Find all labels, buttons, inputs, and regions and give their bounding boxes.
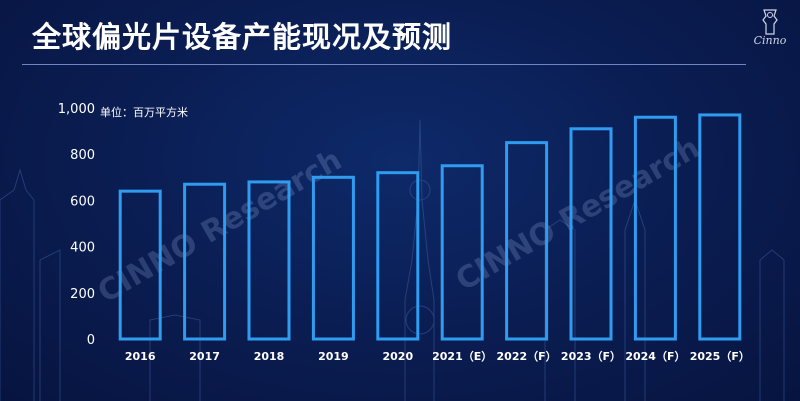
x-tick-label: 2019 — [318, 350, 349, 363]
bar — [183, 182, 227, 341]
bar — [247, 180, 291, 341]
bar — [698, 113, 742, 341]
x-tick-label: 2017 — [189, 350, 220, 363]
x-tick-label: 2024（F） — [625, 350, 685, 363]
y-tick-label: 0 — [87, 333, 95, 348]
y-tick-label: 600 — [70, 194, 95, 209]
bar — [569, 127, 613, 341]
y-tick-label: 400 — [70, 241, 95, 256]
x-tick-label: 2021（E） — [432, 350, 492, 363]
bar — [440, 164, 484, 341]
chart-unit-label: 单位：百万平方米 — [100, 106, 188, 119]
x-tick-label: 2016 — [125, 350, 156, 363]
bar — [311, 175, 355, 341]
logo-text: Cinno — [753, 34, 787, 47]
bar — [505, 141, 549, 341]
y-tick-label: 800 — [70, 148, 95, 163]
bar — [376, 171, 420, 341]
page-title: 全球偏光片设备产能现况及预测 — [32, 20, 453, 54]
x-tick-label: 2025（F） — [690, 350, 750, 363]
x-tick-label: 2023（F） — [561, 350, 621, 363]
x-tick-label: 2020 — [382, 350, 413, 363]
y-tick-label: 1,000 — [58, 102, 95, 117]
bar — [633, 115, 677, 341]
bar — [118, 189, 162, 341]
cinno-logo-icon — [762, 9, 778, 35]
y-tick-label: 200 — [70, 287, 95, 302]
x-tick-label: 2022（F） — [497, 350, 557, 363]
x-tick-label: 2018 — [254, 350, 285, 363]
title-divider — [22, 64, 746, 65]
